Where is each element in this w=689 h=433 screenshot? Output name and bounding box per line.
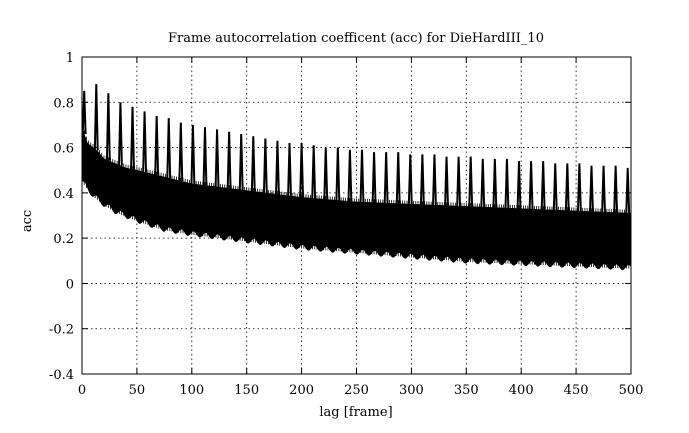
data-layer	[81, 84, 632, 271]
acc-peak	[492, 158, 498, 208]
x-tick-label: 350	[454, 383, 479, 398]
acc-peak	[613, 165, 619, 213]
acc-peak	[142, 111, 148, 173]
acc-peak	[504, 158, 510, 209]
acc-peak	[226, 131, 232, 189]
acc-peak	[419, 154, 425, 205]
acc-peak	[395, 152, 401, 204]
acc-peak	[93, 84, 99, 151]
x-tick-label: 500	[619, 383, 644, 398]
x-tick-label: 200	[289, 383, 314, 398]
acc-peak	[166, 118, 172, 179]
acc-peak	[528, 161, 534, 210]
acc-peak	[564, 163, 570, 211]
acc-peak	[589, 165, 594, 212]
y-tick-label: -0.2	[49, 323, 74, 338]
acc-peak	[214, 129, 220, 187]
acc-peak	[444, 156, 449, 206]
y-tick-label: 0.6	[53, 142, 74, 157]
acc-peak	[178, 122, 184, 182]
acc-peak	[601, 165, 606, 213]
acc-peak	[576, 163, 582, 212]
acc-peak	[540, 161, 546, 210]
acc-peak	[480, 158, 486, 208]
acc-peak	[238, 133, 244, 190]
acc-peak	[625, 167, 631, 214]
acc-peak	[552, 163, 558, 211]
acc-peak	[516, 161, 522, 209]
y-tick-label: 0.2	[53, 232, 74, 247]
acc-peak	[154, 115, 160, 176]
acc-peak	[105, 93, 111, 161]
x-tick-label: 250	[344, 383, 369, 398]
chart-title: Frame autocorrelation coefficent (acc) f…	[168, 31, 544, 46]
acc-peak	[81, 90, 87, 135]
x-tick-label: 400	[509, 383, 534, 398]
x-tick-label: 450	[564, 383, 589, 398]
x-tick-label: 0	[78, 383, 86, 398]
acc-peak	[287, 143, 292, 196]
acc-peak	[335, 147, 341, 201]
acc-peak	[275, 140, 280, 195]
acc-peak	[359, 149, 365, 203]
acc-peak	[456, 156, 462, 207]
acc-peak	[130, 106, 135, 170]
acc-peak	[347, 149, 353, 202]
x-tick-label: 50	[129, 383, 146, 398]
acc-peak	[262, 138, 268, 193]
acc-peak	[299, 143, 305, 198]
axis-layer: 0 50 100 150 200 250 300 350 400 450 500 -0.4 -0.2 0 0…	[49, 51, 643, 398]
y-tick-label: 0	[66, 277, 74, 292]
y-tick-label: 1	[66, 51, 74, 66]
acc-peak	[323, 147, 329, 200]
acc-peak	[118, 102, 123, 166]
acc-peak	[371, 152, 377, 203]
x-axis-label: lag [frame]	[319, 405, 392, 420]
x-tick-label: 150	[234, 383, 259, 398]
acc-peak	[468, 156, 474, 207]
y-tick-label: 0.4	[53, 187, 74, 202]
acc-peak	[407, 154, 413, 205]
y-tick-label: 0.8	[53, 96, 74, 111]
x-tick-label: 100	[179, 383, 204, 398]
acc-peak	[311, 145, 317, 199]
acc-peak	[202, 127, 208, 186]
x-tick-label: 300	[399, 383, 424, 398]
acc-peak	[250, 136, 256, 192]
acc-peak	[383, 152, 389, 204]
acc-peak	[190, 124, 196, 184]
y-axis-label: acc	[20, 210, 35, 232]
y-tick-label: -0.4	[49, 368, 74, 383]
acc-peak	[432, 154, 437, 206]
